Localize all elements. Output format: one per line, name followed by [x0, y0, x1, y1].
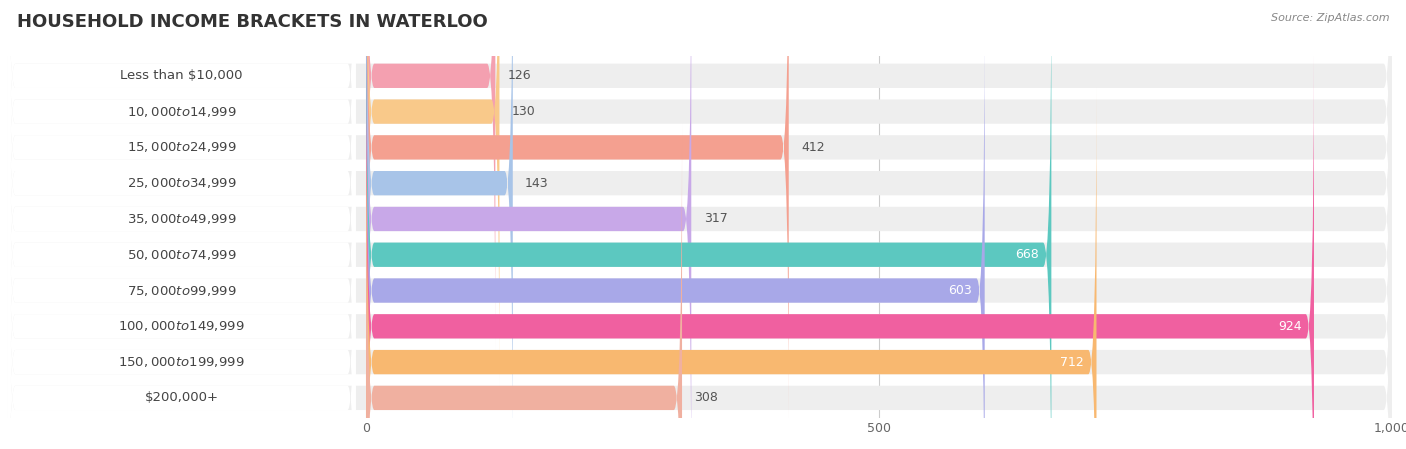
Text: $200,000+: $200,000+ [145, 392, 218, 405]
FancyBboxPatch shape [7, 0, 1392, 350]
Text: 668: 668 [1015, 248, 1039, 261]
Text: $10,000 to $14,999: $10,000 to $14,999 [127, 105, 236, 119]
Text: $35,000 to $49,999: $35,000 to $49,999 [127, 212, 236, 226]
Text: $25,000 to $34,999: $25,000 to $34,999 [127, 176, 236, 190]
FancyBboxPatch shape [7, 0, 356, 449]
Text: 712: 712 [1060, 356, 1084, 369]
FancyBboxPatch shape [7, 88, 356, 449]
FancyBboxPatch shape [7, 0, 356, 422]
Text: 603: 603 [949, 284, 973, 297]
Text: 143: 143 [524, 176, 548, 189]
Text: 126: 126 [508, 69, 531, 82]
Text: $100,000 to $149,999: $100,000 to $149,999 [118, 319, 245, 333]
FancyBboxPatch shape [7, 52, 1392, 449]
FancyBboxPatch shape [7, 0, 356, 386]
FancyBboxPatch shape [7, 0, 1392, 449]
FancyBboxPatch shape [366, 0, 1052, 449]
FancyBboxPatch shape [7, 17, 356, 449]
FancyBboxPatch shape [366, 124, 682, 449]
FancyBboxPatch shape [7, 0, 1392, 449]
FancyBboxPatch shape [7, 0, 356, 449]
FancyBboxPatch shape [366, 0, 513, 449]
FancyBboxPatch shape [366, 88, 1097, 449]
Text: 317: 317 [703, 212, 727, 225]
FancyBboxPatch shape [7, 17, 1392, 449]
Text: $50,000 to $74,999: $50,000 to $74,999 [127, 248, 236, 262]
FancyBboxPatch shape [366, 0, 499, 386]
Text: Less than $10,000: Less than $10,000 [120, 69, 243, 82]
FancyBboxPatch shape [366, 17, 984, 449]
FancyBboxPatch shape [7, 124, 1392, 449]
FancyBboxPatch shape [7, 0, 1392, 386]
Text: 924: 924 [1278, 320, 1302, 333]
Text: HOUSEHOLD INCOME BRACKETS IN WATERLOO: HOUSEHOLD INCOME BRACKETS IN WATERLOO [17, 13, 488, 31]
Text: 308: 308 [695, 392, 718, 405]
FancyBboxPatch shape [7, 0, 1392, 449]
FancyBboxPatch shape [7, 0, 1392, 422]
FancyBboxPatch shape [366, 0, 692, 449]
Text: $75,000 to $99,999: $75,000 to $99,999 [127, 283, 236, 298]
FancyBboxPatch shape [7, 52, 356, 449]
Text: 130: 130 [512, 105, 536, 118]
Text: $15,000 to $24,999: $15,000 to $24,999 [127, 141, 236, 154]
Text: $150,000 to $199,999: $150,000 to $199,999 [118, 355, 245, 369]
FancyBboxPatch shape [366, 52, 1315, 449]
FancyBboxPatch shape [7, 88, 1392, 449]
Text: Source: ZipAtlas.com: Source: ZipAtlas.com [1271, 13, 1389, 23]
Text: 412: 412 [801, 141, 825, 154]
FancyBboxPatch shape [7, 0, 356, 350]
FancyBboxPatch shape [366, 0, 495, 350]
FancyBboxPatch shape [7, 0, 356, 449]
FancyBboxPatch shape [366, 0, 789, 422]
FancyBboxPatch shape [7, 124, 356, 449]
